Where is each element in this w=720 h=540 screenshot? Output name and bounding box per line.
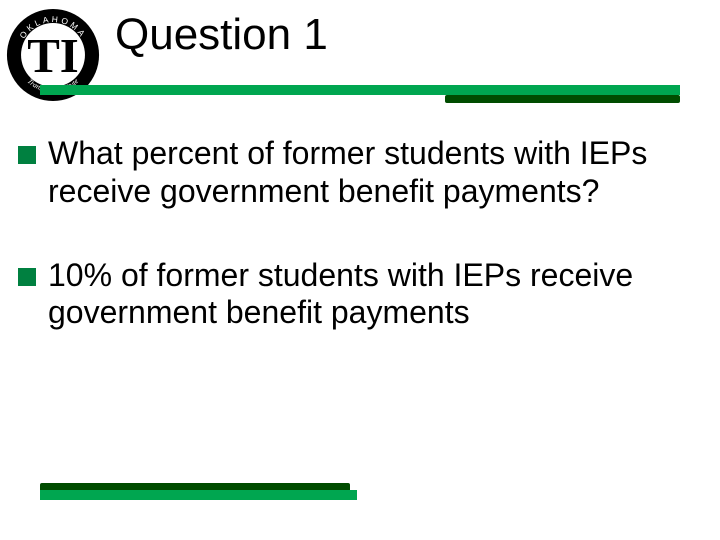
slide-title: Question 1 — [115, 10, 328, 60]
square-bullet-icon — [18, 146, 36, 164]
title-underline-dark — [445, 95, 680, 103]
square-bullet-icon — [18, 268, 36, 286]
logo-letters: TI — [27, 28, 79, 83]
body-area: What percent of former students with IEP… — [18, 135, 688, 378]
bullet-text: What percent of former students with IEP… — [48, 135, 688, 211]
footer-bar-green — [40, 490, 357, 500]
slide: OKLAHOMA Transition Institute TI Questio… — [0, 0, 720, 540]
title-underline-green — [40, 85, 680, 95]
bullet-item: What percent of former students with IEP… — [18, 135, 688, 211]
bullet-text: 10% of former students with IEPs receive… — [48, 257, 688, 333]
bullet-item: 10% of former students with IEPs receive… — [18, 257, 688, 333]
